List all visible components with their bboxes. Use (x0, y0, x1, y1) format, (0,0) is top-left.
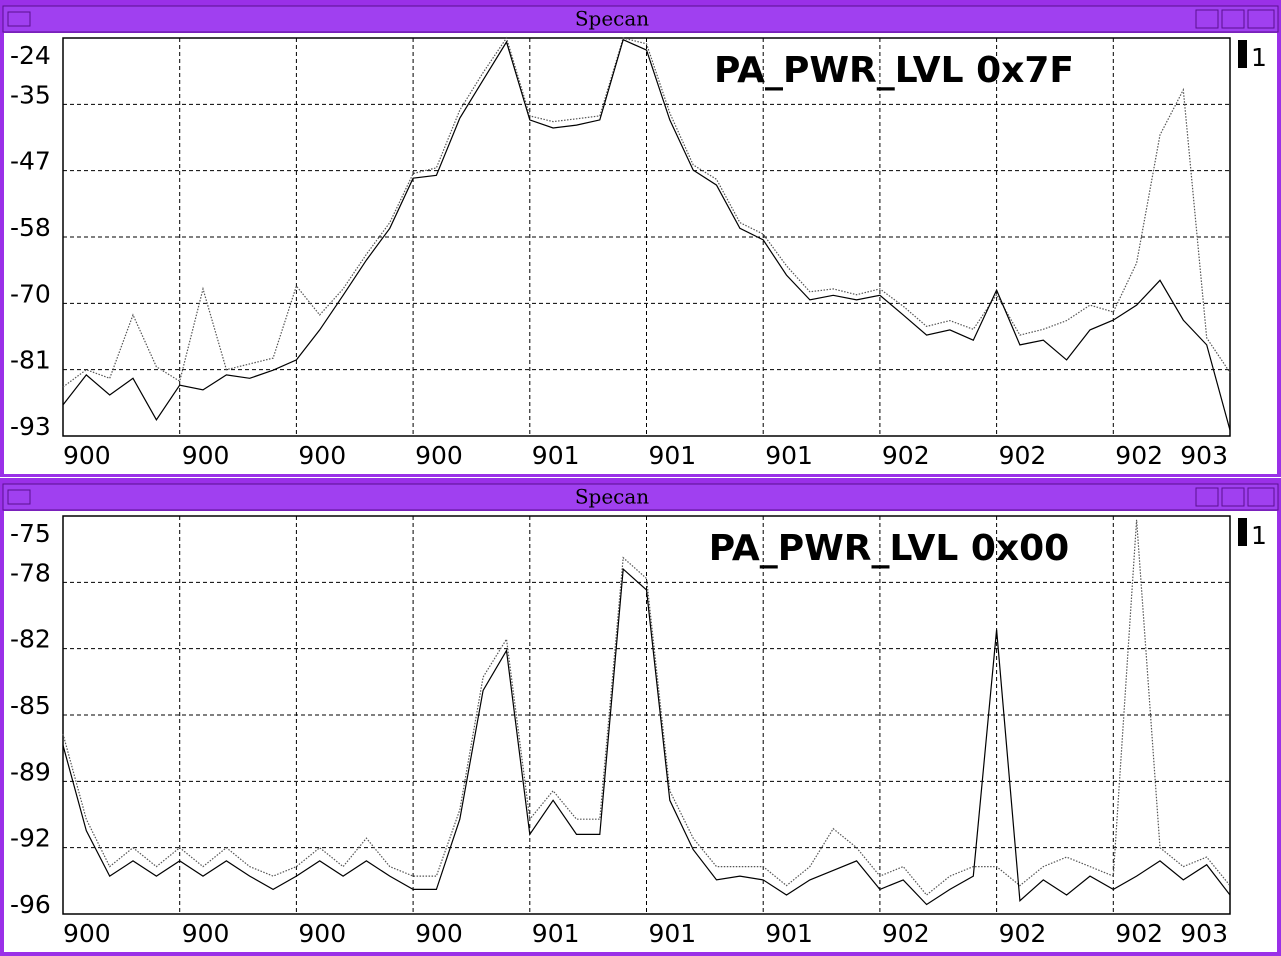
trace-marker (1238, 518, 1247, 546)
y-tick-label: -81 (10, 346, 51, 375)
x-tick-label: 900 (298, 441, 346, 470)
x-tick-label: 901 (649, 441, 697, 470)
y-tick-label: -47 (10, 147, 51, 176)
x-tick-label: 900 (415, 919, 463, 948)
x-tick-label: 903 (1180, 919, 1228, 948)
x-tick-label: 901 (532, 919, 580, 948)
y-tick-label: -93 (10, 412, 51, 441)
trace-marker (1238, 40, 1247, 68)
x-tick-label: 901 (765, 441, 813, 470)
y-tick-label: -96 (10, 890, 51, 919)
x-tick-label: 900 (182, 441, 230, 470)
x-tick-label: 902 (1115, 919, 1163, 948)
window-title: Specan (575, 7, 649, 31)
y-tick-label: -92 (10, 824, 51, 853)
x-tick-label: 901 (532, 441, 580, 470)
y-tick-label: -89 (10, 757, 51, 786)
x-tick-label: 902 (1115, 441, 1163, 470)
y-tick-label: -78 (10, 558, 51, 587)
plot-frame (62, 37, 1231, 437)
trace-line (62, 38, 1231, 431)
plot-frame (62, 515, 1231, 915)
x-tick-label: 902 (999, 919, 1047, 948)
x-tick-label: 902 (882, 441, 930, 470)
chart-title: PA_PWR_LVL 0x00 (709, 528, 1069, 569)
trace-label: 1 (1251, 521, 1267, 550)
y-tick-label: -70 (10, 279, 51, 308)
y-tick-label: -24 (10, 41, 51, 70)
x-tick-label: 900 (298, 919, 346, 948)
trace-label: 1 (1251, 43, 1267, 72)
y-tick-label: -85 (10, 691, 51, 720)
chart-title: PA_PWR_LVL 0x7F (714, 50, 1074, 91)
x-tick-label: 903 (1180, 441, 1228, 470)
y-tick-label: -82 (10, 625, 51, 654)
x-tick-label: 900 (63, 919, 111, 948)
x-tick-label: 900 (415, 441, 463, 470)
y-tick-label: -75 (10, 519, 51, 548)
y-tick-label: -35 (10, 80, 51, 109)
x-tick-label: 900 (182, 919, 230, 948)
x-tick-label: 901 (649, 919, 697, 948)
x-tick-label: 900 (63, 441, 111, 470)
trace-line (62, 36, 1231, 388)
trace-line (62, 567, 1231, 906)
window-title: Specan (575, 485, 649, 509)
x-tick-label: 901 (765, 919, 813, 948)
x-tick-label: 902 (999, 441, 1047, 470)
x-tick-label: 902 (882, 919, 930, 948)
y-tick-label: -58 (10, 213, 51, 242)
